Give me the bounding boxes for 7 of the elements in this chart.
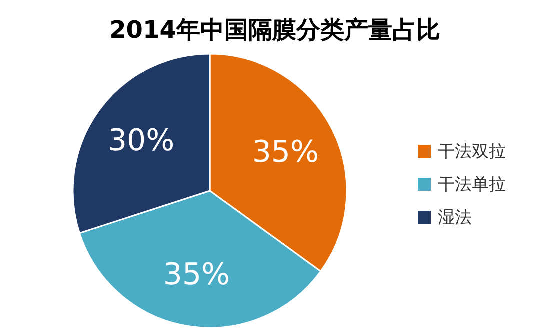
legend-label: 湿法 <box>438 208 472 228</box>
data-label: 30% <box>108 124 175 159</box>
legend-label: 干法双拉 <box>438 142 506 162</box>
data-label: 35% <box>163 257 230 292</box>
legend-label: 干法单拉 <box>438 175 506 195</box>
data-label: 35% <box>252 134 320 170</box>
chart-title: 2014年中国隔膜分类产量占比 <box>110 16 440 44</box>
